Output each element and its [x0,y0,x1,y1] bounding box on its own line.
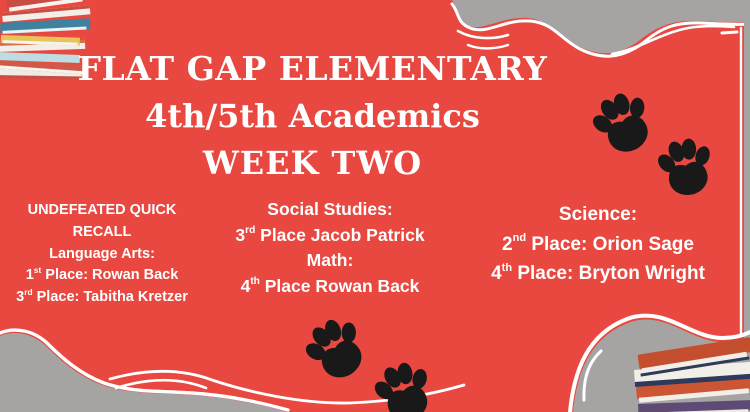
social-studies-math-results: Social Studies: 3rd Place Jacob Patrick … [215,197,445,299]
result-line: Math: [306,250,354,270]
top-right-blob [450,0,750,58]
paw-print-icon [651,133,721,201]
result-line: Language Arts: [49,245,155,262]
subtitle-academics: 4th/5th Academics [145,97,480,135]
result-line: 1st Place: Rowan Back [25,264,179,284]
paw-print-icon [366,354,442,412]
result-line: 3rd Place: Tabitha Kretzer [16,286,188,306]
result-line: 2nd Place: Orion Sage [502,232,694,255]
poster-title: FLAT GAP ELEMENTARY 4th/5th Academics WE… [60,45,565,186]
book-stack-bottom-right-icon [634,337,750,412]
book-stack-top-left-icon [0,0,91,80]
science-results: Science: 2nd Place: Orion Sage 4th Place… [462,200,734,289]
result-line: Science: [558,204,638,225]
school-name: FLAT GAP ELEMENTARY [77,49,548,88]
result-line: RECALL [72,223,132,240]
quick-recall-results: UNDEFEATED QUICK RECALL Language Arts: 1… [4,200,200,309]
right-edge-strip [739,20,750,342]
paw-print-icon [582,83,664,163]
result-line: Social Studies: [267,199,393,219]
subtitle-week: WEEK TWO [202,144,423,182]
result-line: 4th Place Rowan Back [240,275,420,296]
result-line: UNDEFEATED QUICK [27,202,177,218]
paw-print-icon [294,308,378,390]
result-line: 4th Place: Bryton Wright [491,261,705,284]
result-line: 3rd Place Jacob Patrick [235,224,425,245]
